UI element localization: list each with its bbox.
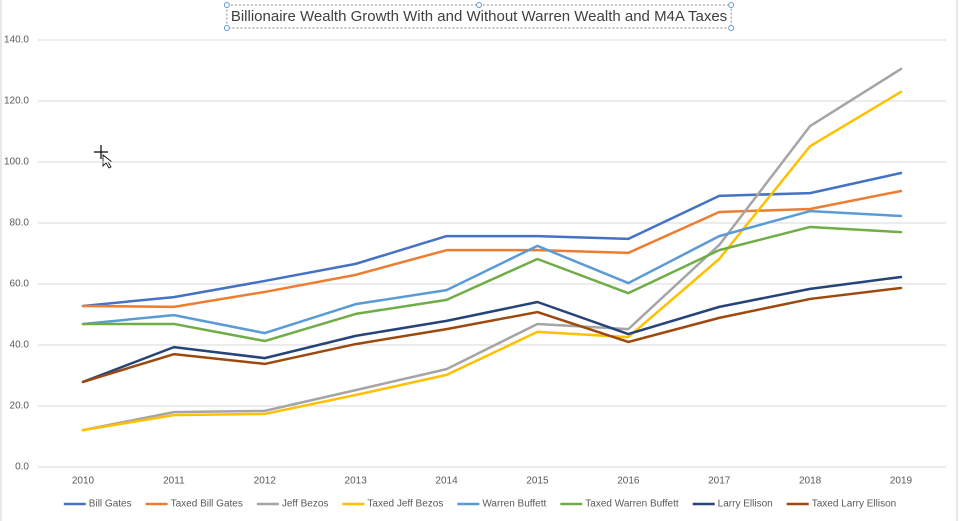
y-tick-label: 60.0 bbox=[10, 279, 30, 290]
selection-handle bbox=[476, 1, 482, 8]
x-tick-label: 2011 bbox=[163, 476, 185, 487]
selection-handle bbox=[728, 24, 735, 31]
x-tick-label: 2014 bbox=[435, 476, 458, 487]
x-tick-label: 2010 bbox=[72, 476, 95, 487]
x-tick-label: 2015 bbox=[526, 476, 549, 487]
legend: Bill Gates Taxed Bill Gates Jeff Bezos Taxe… bbox=[63, 499, 896, 510]
x-tick-label: 2012 bbox=[254, 476, 277, 487]
series-line bbox=[81, 286, 903, 384]
series-line bbox=[81, 171, 903, 308]
series-line bbox=[81, 225, 903, 343]
series-line bbox=[81, 275, 903, 384]
chart-title[interactable]: Billionaire Wealth Growth With and Witho… bbox=[231, 8, 727, 25]
selection-handle bbox=[223, 1, 230, 8]
y-tick-label: 20.0 bbox=[10, 401, 30, 412]
legend-label: Larry Ellison bbox=[718, 499, 773, 510]
x-tick-label: 2013 bbox=[345, 476, 368, 487]
series-line bbox=[81, 209, 903, 335]
legend-label: Warren Buffett bbox=[482, 499, 546, 510]
x-tick-label: 2018 bbox=[799, 476, 822, 487]
legend-label: Bill Gates bbox=[89, 499, 132, 510]
selection-handle bbox=[728, 1, 735, 8]
series-line bbox=[81, 67, 903, 432]
y-tick-label: 0.0 bbox=[15, 462, 29, 473]
x-tick-label: 2019 bbox=[890, 476, 913, 487]
y-tick-label: 100.0 bbox=[4, 157, 29, 168]
legend-label: Jeff Bezos bbox=[282, 499, 329, 510]
series-line bbox=[81, 189, 903, 309]
y-tick-label: 40.0 bbox=[10, 340, 30, 351]
legend-label: Taxed Larry Ellison bbox=[812, 499, 896, 510]
legend-label: Taxed Jeff Bezos bbox=[367, 499, 443, 510]
legend-label: Taxed Bill Gates bbox=[171, 499, 243, 510]
x-tick-label: 2017 bbox=[708, 476, 731, 487]
series-line bbox=[81, 90, 903, 432]
y-tick-label: 140.0 bbox=[4, 35, 29, 46]
x-tick-label: 2016 bbox=[617, 476, 640, 487]
selection-handle bbox=[223, 24, 230, 31]
y-tick-label: 120.0 bbox=[4, 96, 29, 107]
legend-label: Taxed Warren Buffett bbox=[585, 499, 679, 510]
y-tick-label: 80.0 bbox=[10, 218, 30, 229]
